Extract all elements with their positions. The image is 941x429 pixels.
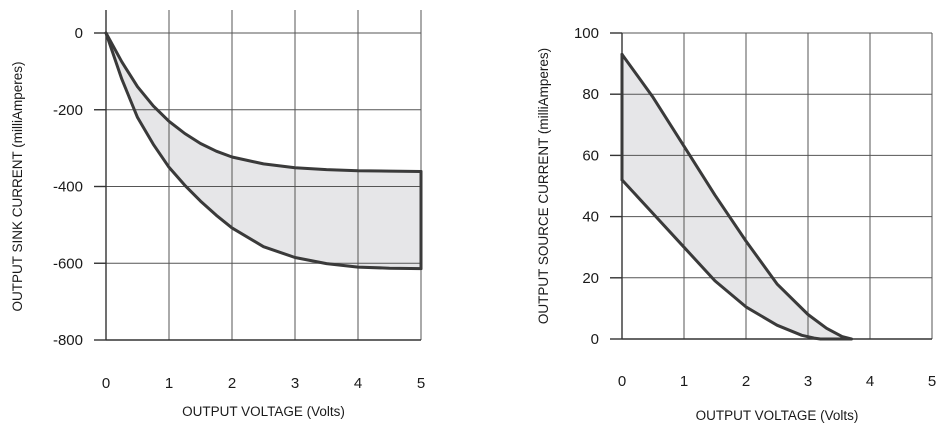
sink-xtick-label-2: 2 xyxy=(228,375,236,392)
sink-envelope-area xyxy=(106,33,421,269)
sink-current-chart: 0 1 2 3 4 5 0 -200 -400 -600 -800 OUTPUT VOLTAGE (V… xyxy=(10,10,425,419)
sink-x-axis-title: OUTPUT VOLTAGE (Volts) xyxy=(182,404,345,419)
source-xtick-label-5: 5 xyxy=(928,373,936,390)
sink-xtick-label-1: 1 xyxy=(165,375,173,392)
source-current-chart: 0 1 2 3 4 5 100 80 60 40 20 0 OUTPUT VOLTAGE (Volts)… xyxy=(536,25,936,423)
sink-ytick-label--800: -800 xyxy=(53,332,83,349)
sink-y-axis-title: OUTPUT SINK CURRENT (milliAmperes) xyxy=(10,61,25,311)
source-ytick-label-80: 80 xyxy=(582,86,599,103)
sink-ytick-label--400: -400 xyxy=(53,179,83,196)
source-ytick-label-0: 0 xyxy=(591,331,599,348)
sink-xtick-label-0: 0 xyxy=(102,375,110,392)
source-xtick-label-0: 0 xyxy=(618,373,626,390)
source-ytick-label-40: 40 xyxy=(582,209,599,226)
source-x-axis-title: OUTPUT VOLTAGE (Volts) xyxy=(696,408,859,423)
sink-xtick-label-5: 5 xyxy=(417,375,425,392)
source-ytick-label-20: 20 xyxy=(582,270,599,287)
source-ytick-label-100: 100 xyxy=(574,25,599,42)
sink-ytick-label--200: -200 xyxy=(53,102,83,119)
sink-curve-lower xyxy=(104,31,423,271)
source-gridlines xyxy=(622,32,933,339)
source-curve-upper xyxy=(620,52,853,341)
source-xtick-label-1: 1 xyxy=(680,373,688,390)
source-y-axis-title: OUTPUT SOURCE CURRENT (milliAmperes) xyxy=(536,48,551,324)
sink-xtick-label-3: 3 xyxy=(291,375,299,392)
source-xtick-label-4: 4 xyxy=(866,373,874,390)
source-envelope-area xyxy=(622,54,852,340)
source-ytick-label-60: 60 xyxy=(582,147,599,164)
source-xtick-label-3: 3 xyxy=(804,373,812,390)
sink-ytick-label--600: -600 xyxy=(53,255,83,272)
sink-curve-upper xyxy=(104,31,423,173)
source-curve-lower xyxy=(620,178,853,341)
sink-ytick-label-0: 0 xyxy=(75,25,83,42)
source-xtick-label-2: 2 xyxy=(742,373,750,390)
sink-xtick-label-4: 4 xyxy=(354,375,362,392)
